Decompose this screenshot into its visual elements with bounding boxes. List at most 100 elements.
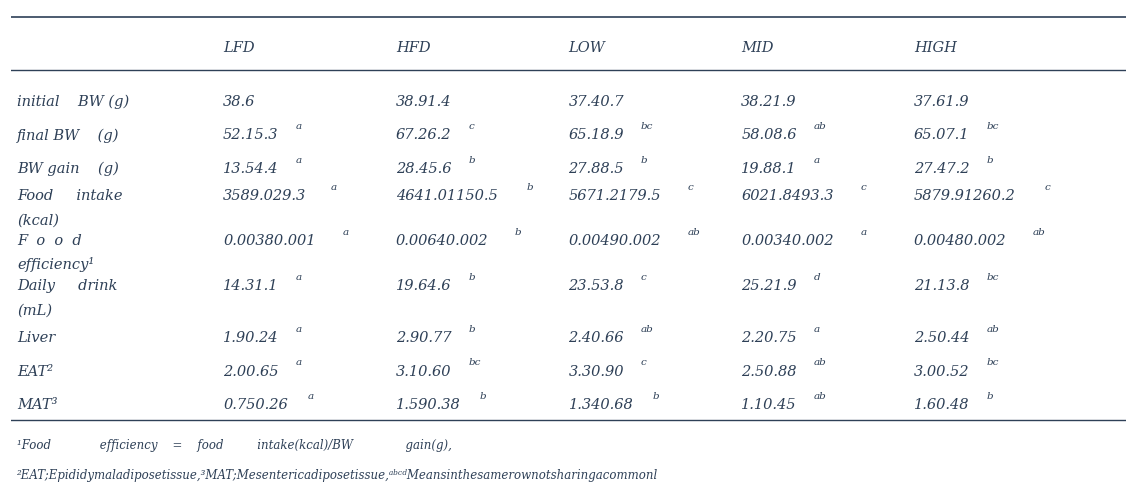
Text: 1.340.68: 1.340.68 xyxy=(568,398,633,413)
Text: 5879.91260.2: 5879.91260.2 xyxy=(914,189,1015,204)
Text: bc: bc xyxy=(986,273,998,282)
Text: 0.00380.001: 0.00380.001 xyxy=(223,235,316,248)
Text: MAT³: MAT³ xyxy=(17,398,58,413)
Text: 0.00340.002: 0.00340.002 xyxy=(741,235,833,248)
Text: 21.13.8: 21.13.8 xyxy=(914,280,970,293)
Text: b: b xyxy=(986,156,993,165)
Text: bc: bc xyxy=(641,122,654,131)
Text: ab: ab xyxy=(814,358,827,367)
Text: 2.50.44: 2.50.44 xyxy=(914,331,970,345)
Text: 0.00490.002: 0.00490.002 xyxy=(568,235,661,248)
Text: 1.60.48: 1.60.48 xyxy=(914,398,970,413)
Text: bc: bc xyxy=(986,358,998,367)
Text: ab: ab xyxy=(814,122,827,131)
Text: 13.54.4: 13.54.4 xyxy=(223,162,279,176)
Text: b: b xyxy=(526,183,533,192)
Text: 0.00480.002: 0.00480.002 xyxy=(914,235,1006,248)
Text: c: c xyxy=(688,183,694,192)
Text: 5671.2179.5: 5671.2179.5 xyxy=(568,189,661,204)
Text: 2.50.88: 2.50.88 xyxy=(741,365,797,379)
Text: 65.07.1: 65.07.1 xyxy=(914,128,970,142)
Text: LFD: LFD xyxy=(223,41,255,55)
Text: initial    BW (g): initial BW (g) xyxy=(17,94,130,109)
Text: b: b xyxy=(641,156,648,165)
Text: 38.6: 38.6 xyxy=(223,95,256,108)
Text: a: a xyxy=(814,156,820,165)
Text: 3589.029.3: 3589.029.3 xyxy=(223,189,306,204)
Text: 2.40.66: 2.40.66 xyxy=(568,331,624,345)
Text: b: b xyxy=(653,392,659,401)
Text: a: a xyxy=(861,228,866,237)
Text: (mL): (mL) xyxy=(17,304,52,317)
Text: 3.00.52: 3.00.52 xyxy=(914,365,970,379)
Text: 2.90.77: 2.90.77 xyxy=(396,331,451,345)
Text: ab: ab xyxy=(814,392,827,401)
Text: 27.47.2: 27.47.2 xyxy=(914,162,970,176)
Text: 14.31.1: 14.31.1 xyxy=(223,280,279,293)
Text: ab: ab xyxy=(986,324,999,334)
Text: (kcal): (kcal) xyxy=(17,213,59,228)
Text: b: b xyxy=(515,228,522,237)
Text: 19.64.6: 19.64.6 xyxy=(396,280,451,293)
Text: a: a xyxy=(296,324,301,334)
Text: ¹Food             efficiency    =    food         intake(kcal)/BW              g: ¹Food efficiency = food intake(kcal)/BW … xyxy=(17,439,451,452)
Text: 2.20.75: 2.20.75 xyxy=(741,331,797,345)
Text: Liver: Liver xyxy=(17,331,56,345)
Text: c: c xyxy=(1045,183,1051,192)
Text: 23.53.8: 23.53.8 xyxy=(568,280,624,293)
Text: 27.88.5: 27.88.5 xyxy=(568,162,624,176)
Text: bc: bc xyxy=(986,122,998,131)
Text: 58.08.6: 58.08.6 xyxy=(741,128,797,142)
Text: 37.40.7: 37.40.7 xyxy=(568,95,624,108)
Text: b: b xyxy=(468,324,475,334)
Text: a: a xyxy=(296,358,301,367)
Text: 2.00.65: 2.00.65 xyxy=(223,365,279,379)
Text: c: c xyxy=(641,273,647,282)
Text: EAT²: EAT² xyxy=(17,365,53,379)
Text: bc: bc xyxy=(468,358,481,367)
Text: c: c xyxy=(641,358,647,367)
Text: HIGH: HIGH xyxy=(914,41,957,55)
Text: 1.90.24: 1.90.24 xyxy=(223,331,279,345)
Text: b: b xyxy=(468,156,475,165)
Text: final BW    (g): final BW (g) xyxy=(17,128,119,142)
Text: ab: ab xyxy=(641,324,654,334)
Text: 4641.01150.5: 4641.01150.5 xyxy=(396,189,498,204)
Text: ab: ab xyxy=(688,228,700,237)
Text: 0.750.26: 0.750.26 xyxy=(223,398,288,413)
Text: a: a xyxy=(814,324,820,334)
Text: Food     intake: Food intake xyxy=(17,189,123,204)
Text: LOW: LOW xyxy=(568,41,605,55)
Text: 3.30.90: 3.30.90 xyxy=(568,365,624,379)
Text: 6021.8493.3: 6021.8493.3 xyxy=(741,189,833,204)
Text: MID: MID xyxy=(741,41,773,55)
Text: b: b xyxy=(986,392,993,401)
Text: 28.45.6: 28.45.6 xyxy=(396,162,451,176)
Text: ab: ab xyxy=(1034,228,1046,237)
Text: c: c xyxy=(468,122,474,131)
Text: 67.26.2: 67.26.2 xyxy=(396,128,451,142)
Text: 1.590.38: 1.590.38 xyxy=(396,398,460,413)
Text: c: c xyxy=(861,183,866,192)
Text: BW gain    (g): BW gain (g) xyxy=(17,162,118,176)
Text: HFD: HFD xyxy=(396,41,431,55)
Text: 38.21.9: 38.21.9 xyxy=(741,95,797,108)
Text: a: a xyxy=(296,273,301,282)
Text: Daily     drink: Daily drink xyxy=(17,280,117,293)
Text: b: b xyxy=(468,273,475,282)
Text: a: a xyxy=(296,156,301,165)
Text: b: b xyxy=(480,392,487,401)
Text: a: a xyxy=(296,122,301,131)
Text: 0.00640.002: 0.00640.002 xyxy=(396,235,488,248)
Text: 1.10.45: 1.10.45 xyxy=(741,398,797,413)
Text: a: a xyxy=(342,228,348,237)
Text: 19.88.1: 19.88.1 xyxy=(741,162,797,176)
Text: 65.18.9: 65.18.9 xyxy=(568,128,624,142)
Text: 38.91.4: 38.91.4 xyxy=(396,95,451,108)
Text: 3.10.60: 3.10.60 xyxy=(396,365,451,379)
Text: a: a xyxy=(331,183,337,192)
Text: ²EAT;Epididymaladiposetissue,³MAT;Mesentericadiposetissue,ᵃᵇᶜᵈMeansinthesamerown: ²EAT;Epididymaladiposetissue,³MAT;Mesent… xyxy=(17,469,658,482)
Text: F  o  o  d: F o o d xyxy=(17,235,82,248)
Text: d: d xyxy=(814,273,820,282)
Text: a: a xyxy=(307,392,314,401)
